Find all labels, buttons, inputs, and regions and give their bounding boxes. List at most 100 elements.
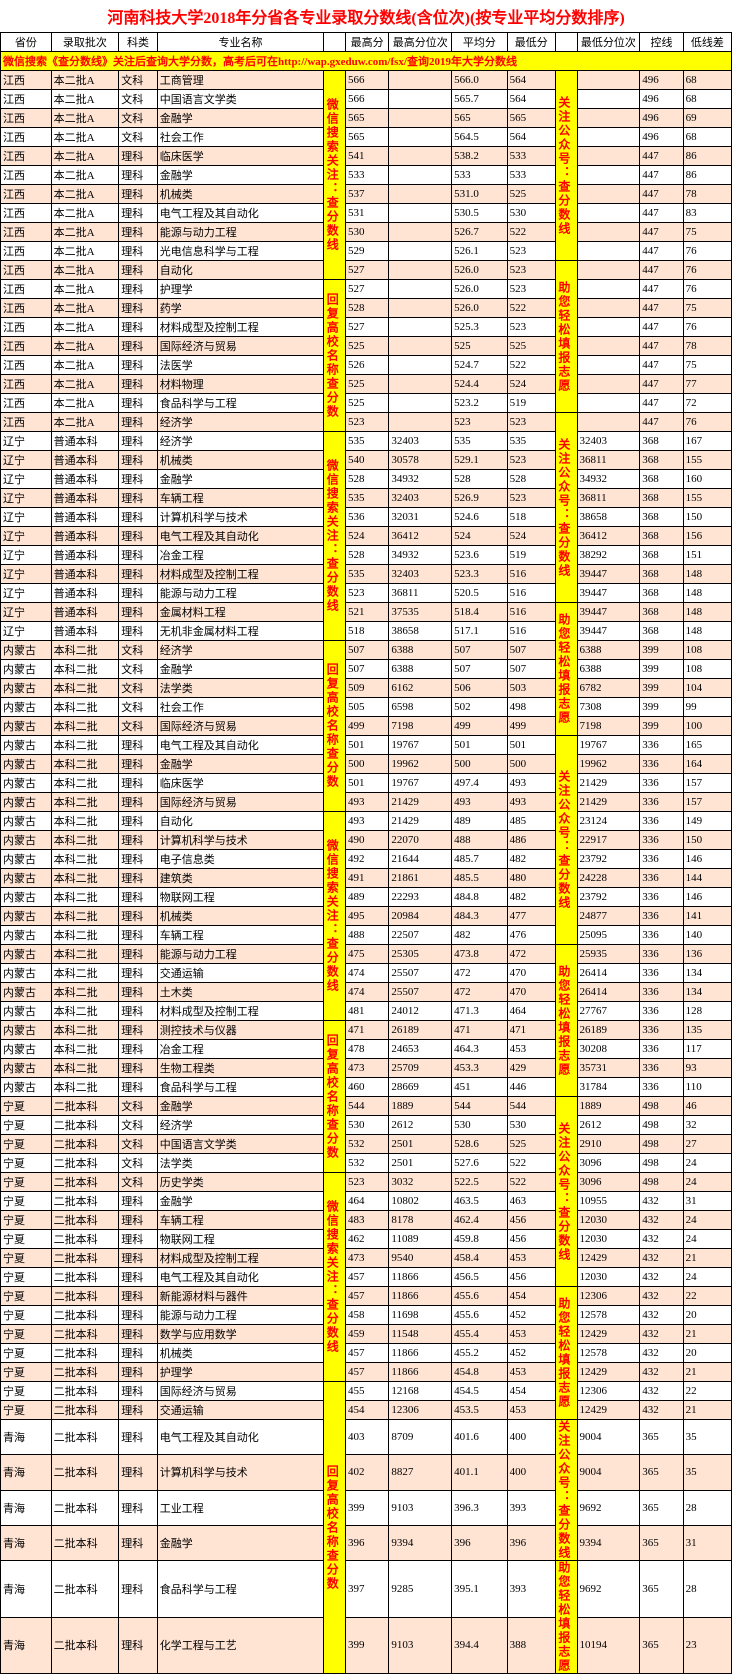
table-row: 宁夏二批本科理科新能源材料与器件45711866455.6454助您轻松填报志愿… — [1, 1287, 732, 1306]
column-header: 最高分 — [345, 33, 388, 52]
table-row: 宁夏二批本科理科交通运输45412306453.54531242943221 — [1, 1401, 732, 1420]
table-row: 辽宁普通本科理科金融学5283493252852834932368160 — [1, 470, 732, 489]
table-row: 宁夏二批本科理科材料成型及控制工程4739540458.445312429432… — [1, 1249, 732, 1268]
table-row: 青海二批本科理科工业工程3999103396.3393969236528 — [1, 1490, 732, 1525]
vertical-banner-right: 助您轻松填报志愿 — [555, 945, 577, 1097]
table-row: 宁夏二批本科理科护理学45711866454.84531242943221 — [1, 1363, 732, 1382]
table-row: 内蒙古本科二批理科测控技术与仪器回复高校名称查分数471261894714712… — [1, 1021, 732, 1040]
vertical-banner-right: 关注公众号：查分数线 — [555, 413, 577, 603]
table-row: 辽宁普通本科理科计算机科学与技术53632031524.651838658368… — [1, 508, 732, 527]
table-row: 内蒙古本科二批理科土木类4742550747247026414336134 — [1, 983, 732, 1002]
table-row: 江西本二批A理科护理学回复高校名称查分数527526.052344776 — [1, 280, 732, 299]
table-row: 宁夏二批本科理科数学与应用数学45911548455.4453124294322… — [1, 1325, 732, 1344]
table-row: 宁夏二批本科文科金融学5441889544544关注公众号：查分数线188949… — [1, 1097, 732, 1116]
table-row: 江西本二批A理科电气工程及其自动化531530.553044783 — [1, 204, 732, 223]
table-row: 内蒙古本科二批理科物联网工程48922293484.84822379233614… — [1, 888, 732, 907]
vertical-banner-left: 回复高校名称查分数 — [324, 1382, 346, 1674]
table-row: 青海二批本科理科金融学3969394396396939436531 — [1, 1525, 732, 1560]
vertical-banner-left: 微信搜索关注：查分数线 — [324, 812, 346, 1021]
table-row: 辽宁普通本科理科车辆工程53532403526.952336811368155 — [1, 489, 732, 508]
hint-row: 微信搜索《查分数线》关注后查询大学分数，高考后可在http://wap.gxed… — [1, 52, 732, 71]
table-row: 内蒙古本科二批文科社会工作5056598502498730839999 — [1, 698, 732, 717]
table-row: 内蒙古本科二批理科冶金工程47824653464.345330208336117 — [1, 1040, 732, 1059]
table-row: 宁夏二批本科理科电气工程及其自动化45711866456.54561203043… — [1, 1268, 732, 1287]
table-row: 辽宁普通本科理科能源与动力工程52336811520.5516394473681… — [1, 584, 732, 603]
table-row: 内蒙古本科二批理科金融学5001996250050019962336164 — [1, 755, 732, 774]
table-row: 内蒙古本科二批文科经济学回复高校名称查分数5076388507507638839… — [1, 641, 732, 660]
column-header: 最低分位次 — [577, 33, 640, 52]
table-row: 辽宁普通本科理科经济学微信搜索关注：查分数线535324035355353240… — [1, 432, 732, 451]
table-row: 江西本二批A理科能源与动力工程530526.752244775 — [1, 223, 732, 242]
table-row: 江西本二批A理科金融学53353353344786 — [1, 166, 732, 185]
table-row: 江西本二批A文科社会工作565564.556449668 — [1, 128, 732, 147]
table-row: 内蒙古本科二批理科国际经济与贸易493214294934932142933615… — [1, 793, 732, 812]
column-header: 科类 — [119, 33, 158, 52]
column-header: 控线 — [640, 33, 683, 52]
table-row: 江西本二批A理科临床医学541538.253344786 — [1, 147, 732, 166]
page-title: 河南科技大学2018年分省各专业录取分数线(含位次)(按专业平均分数排序) — [0, 0, 732, 32]
table-row: 江西本二批A理科食品科学与工程525523.251944772 — [1, 394, 732, 413]
table-row: 宁夏二批本科理科车辆工程4838178462.44561203043224 — [1, 1211, 732, 1230]
table-row: 江西本二批A文科工商管理微信搜索关注：查分数线566566.0564关注公众号：… — [1, 71, 732, 90]
vertical-banner-right: 助您轻松填报志愿 — [555, 1561, 577, 1674]
table-row: 宁夏二批本科文科法学类5322501527.6522309649824 — [1, 1154, 732, 1173]
vertical-banner-left: 微信搜索关注：查分数线 — [324, 71, 346, 280]
vertical-banner-right: 关注公众号：查分数线 — [555, 71, 577, 261]
table-row: 内蒙古本科二批文科国际经济与贸易49971984994997198399100 — [1, 717, 732, 736]
table-row: 青海二批本科理科计算机科学与技术4028827401.1400900436535 — [1, 1455, 732, 1490]
vertical-banner-left: 微信搜索关注：查分数线 — [324, 432, 346, 641]
hint-text: 微信搜索《查分数线》关注后查询大学分数，高考后可在http://wap.gxed… — [1, 52, 732, 71]
table-row: 青海二批本科理科化学工程与工艺3999103394.43881019436523 — [1, 1617, 732, 1674]
table-row: 辽宁普通本科理科冶金工程52834932523.651938292368151 — [1, 546, 732, 565]
table-header-row: 省份录取批次科类专业名称最高分最高分位次平均分最低分最低分位次控线低线差 — [1, 33, 732, 52]
column-header: 平均分 — [452, 33, 507, 52]
vertical-banner-right: 助您轻松填报志愿 — [555, 1287, 577, 1420]
table-row: 内蒙古本科二批理科材料成型及控制工程48124012471.3464277673… — [1, 1002, 732, 1021]
table-row: 江西本二批A理科光电信息科学与工程529526.152344776 — [1, 242, 732, 261]
table-row: 内蒙古本科二批理科电子信息类49221644485.74822379233614… — [1, 850, 732, 869]
table-row: 辽宁普通本科理科无机非金属材料工程51838658517.15163944736… — [1, 622, 732, 641]
vertical-banner-left: 回复高校名称查分数 — [324, 1021, 346, 1173]
column-header: 专业名称 — [157, 33, 323, 52]
vertical-banner-right: 助您轻松填报志愿 — [555, 261, 577, 413]
table-row: 宁夏二批本科理科机械类45711866455.24521257843220 — [1, 1344, 732, 1363]
table-row: 内蒙古本科二批理科能源与动力工程47525305473.8472助您轻松填报志愿… — [1, 945, 732, 964]
table-row: 宁夏二批本科理科国际经济与贸易回复高校名称查分数45512168454.5454… — [1, 1382, 732, 1401]
table-row: 青海二批本科理科食品科学与工程3979285395.1393助您轻松填报志愿96… — [1, 1561, 732, 1618]
score-table: 省份录取批次科类专业名称最高分最高分位次平均分最低分最低分位次控线低线差 微信搜… — [0, 32, 732, 1674]
table-row: 内蒙古本科二批理科建筑类49121861485.548024228336144 — [1, 869, 732, 888]
table-row: 辽宁普通本科理科金属材料工程52137535518.4516助您轻松填报志愿39… — [1, 603, 732, 622]
table-row: 宁夏二批本科文科历史学类微信搜索关注：查分数线5233032522.552230… — [1, 1173, 732, 1192]
vertical-banner-left: 微信搜索关注：查分数线 — [324, 1173, 346, 1382]
vertical-banner-right: 关注公众号：查分数线 — [555, 736, 577, 945]
table-body: 微信搜索《查分数线》关注后查询大学分数，高考后可在http://wap.gxed… — [1, 52, 732, 1674]
table-row: 江西本二批A理科药学528526.052244775 — [1, 299, 732, 318]
table-row: 辽宁普通本科理科电气工程及其自动化52436412524524364123681… — [1, 527, 732, 546]
table-row: 内蒙古本科二批理科交通运输4742550747247026414336134 — [1, 964, 732, 983]
column-header: 最高分位次 — [389, 33, 452, 52]
table-row: 内蒙古本科二批文科法学类50961625065036782399104 — [1, 679, 732, 698]
table-row: 内蒙古本科二批文科金融学50763885075076388399108 — [1, 660, 732, 679]
table-row: 内蒙古本科二批理科食品科学与工程460286694514463178433611… — [1, 1078, 732, 1097]
column-header: 低线差 — [683, 33, 731, 52]
table-row: 宁夏二批本科理科金融学46410802463.54631095543231 — [1, 1192, 732, 1211]
table-row: 宁夏二批本科理科能源与动力工程45811698455.6452125784322… — [1, 1306, 732, 1325]
column-header: 最低分 — [507, 33, 555, 52]
table-row: 内蒙古本科二批理科电气工程及其自动化50119767501501关注公众号：查分… — [1, 736, 732, 755]
table-row: 辽宁普通本科理科材料成型及控制工程53532403523.35163944736… — [1, 565, 732, 584]
table-row: 江西本二批A理科材料物理525524.452444777 — [1, 375, 732, 394]
table-row: 宁夏二批本科文科中国语言文学类5322501528.6525291049827 — [1, 1135, 732, 1154]
table-row: 江西本二批A理科法医学526524.752244775 — [1, 356, 732, 375]
table-row: 内蒙古本科二批理科生物工程类47325709453.34293573133693 — [1, 1059, 732, 1078]
table-row: 江西本二批A文科中国语言文学类566565.756449668 — [1, 90, 732, 109]
table-row: 江西本二批A理科材料成型及控制工程527525.352344776 — [1, 318, 732, 337]
table-row: 江西本二批A理科国际经济与贸易52552552544778 — [1, 337, 732, 356]
column-header — [555, 33, 577, 52]
vertical-banner-left: 回复高校名称查分数 — [324, 641, 346, 812]
table-row: 内蒙古本科二批理科自动化微信搜索关注：查分数线49321429489485231… — [1, 812, 732, 831]
table-row: 江西本二批A理科经济学523523523关注公众号：查分数线44776 — [1, 413, 732, 432]
table-row: 宁夏二批本科文科经济学5302612530530261249832 — [1, 1116, 732, 1135]
table-row: 江西本二批A理科机械类537531.052544778 — [1, 185, 732, 204]
column-header: 录取批次 — [51, 33, 119, 52]
table-row: 江西本二批A文科金融学56556556549669 — [1, 109, 732, 128]
